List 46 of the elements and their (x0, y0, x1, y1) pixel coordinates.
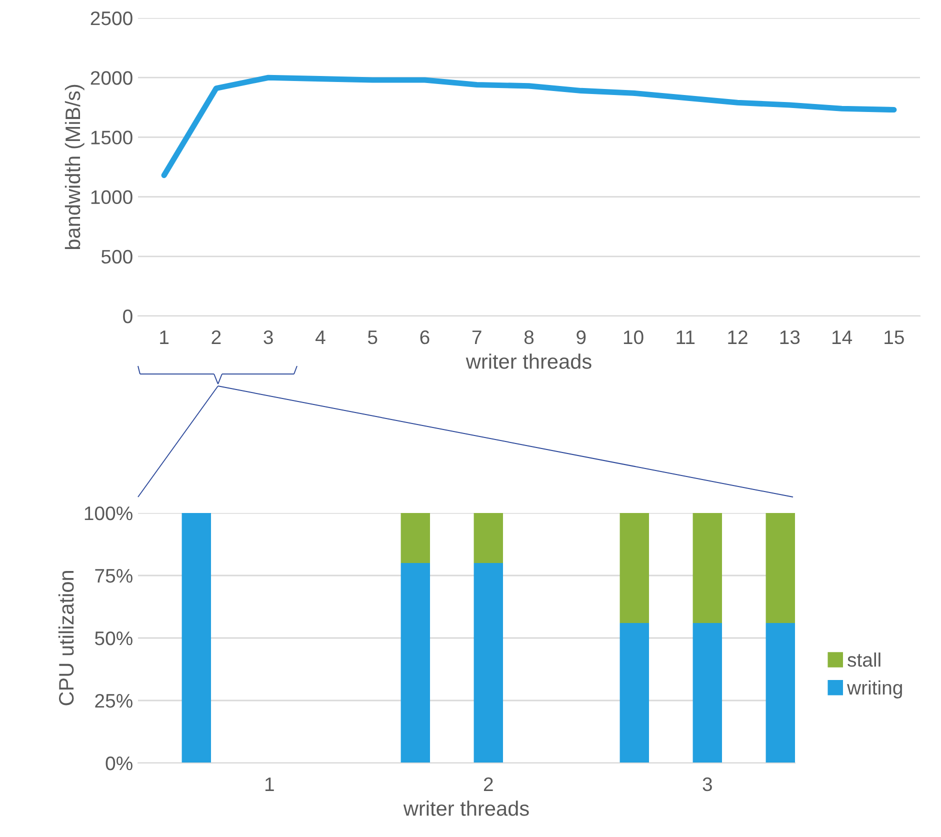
bar (620, 513, 649, 623)
y-tick-label: 0 (123, 309, 132, 324)
y-tick-label: 2000 (90, 71, 132, 85)
bar (474, 563, 503, 763)
bar (766, 513, 795, 623)
y-tick-label: 50% (95, 631, 132, 646)
x-tick-label: 5 (368, 330, 378, 344)
x-tick-label: 6 (420, 330, 430, 344)
x-tick-label: 3 (264, 330, 273, 344)
y-tick-label: 500 (101, 250, 132, 264)
x-tick-label: 15 (884, 330, 904, 344)
x-axis-title: writer threads (466, 354, 592, 369)
bar (182, 513, 211, 763)
legend-label: writing (847, 680, 902, 698)
x-tick-label: 1 (265, 778, 274, 791)
y-tick-label: 1500 (91, 130, 132, 144)
x-tick-label: 7 (472, 330, 482, 344)
bar (620, 623, 649, 763)
bar (692, 623, 722, 763)
x-tick-label: 10 (624, 330, 644, 344)
x-tick-label: 2 (212, 330, 221, 344)
bar (474, 513, 503, 563)
x-tick-label: 8 (524, 330, 534, 344)
x-tick-label: 14 (832, 330, 852, 344)
y-axis-title: CPU utilization (58, 571, 74, 706)
legend-label: stall (848, 652, 880, 667)
y-axis-title: bandwidth (MiB/s) (64, 84, 84, 250)
x-tick-label: 4 (316, 330, 326, 344)
y-tick-label: 0% (106, 756, 132, 770)
x-axis-title: writer threads (403, 800, 529, 816)
y-tick-label: 25% (95, 694, 132, 708)
bar (400, 563, 430, 763)
x-tick-label: 2 (484, 777, 493, 791)
x-tick-label: 3 (702, 777, 712, 792)
x-tick-label: 9 (576, 330, 586, 344)
bar (400, 513, 430, 563)
x-tick-label: 12 (728, 330, 748, 344)
x-tick-label: 13 (780, 330, 800, 344)
x-tick-label: 1 (160, 330, 169, 344)
bar (766, 623, 795, 763)
y-tick-label: 100% (84, 506, 132, 520)
x-tick-label: 11 (676, 330, 695, 344)
y-tick-label: 2500 (90, 11, 132, 26)
bar (692, 513, 722, 623)
y-tick-label: 1000 (91, 190, 132, 204)
y-tick-label: 75% (95, 569, 132, 583)
